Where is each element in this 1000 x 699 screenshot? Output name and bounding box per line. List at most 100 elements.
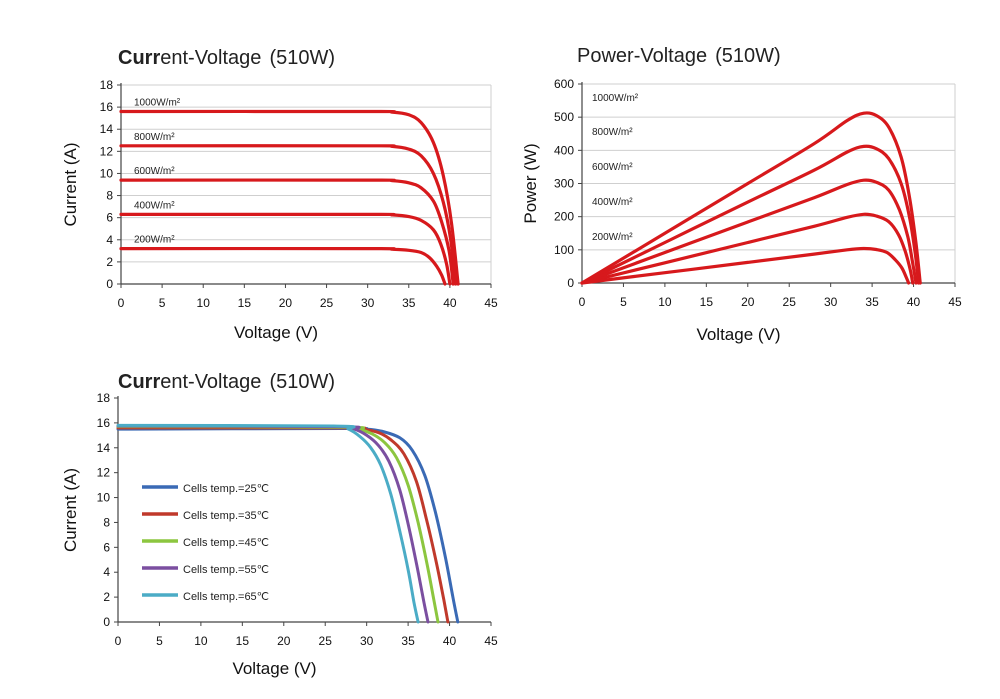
y-tick-label: 18 (100, 78, 114, 92)
x-tick-label: 35 (401, 634, 415, 648)
y-tick-label: 300 (554, 177, 574, 191)
y-axis-label: Current (A) (61, 468, 80, 552)
y-tick-label: 6 (106, 211, 113, 225)
series-line (119, 109, 460, 286)
legend-label: Cells temp.=65℃ (183, 591, 269, 603)
iv-irradiance-svg: Current-Voltage (510W) 0 2 4 6 8 10 12 14 16 18 0 5 10… (61, 47, 498, 342)
legend-label: Cells temp.=55℃ (183, 564, 269, 576)
series-label: 1000W/m² (592, 93, 639, 104)
y-tick-label: 14 (100, 122, 114, 136)
y-axis-label: Power (W) (521, 143, 540, 223)
y-tick-label: 500 (554, 110, 574, 124)
series-label: 600W/m² (592, 162, 633, 173)
x-tick-label: 10 (658, 295, 672, 309)
y-tick-label: 16 (100, 100, 114, 114)
series-label: 800W/m² (592, 127, 633, 138)
y-tick-label: 6 (103, 540, 110, 554)
x-tick-label: 40 (907, 295, 921, 309)
series-label: 400W/m² (134, 200, 175, 211)
x-tick-label: 20 (277, 634, 291, 648)
y-tick-label: 0 (103, 615, 110, 629)
pv-irradiance-svg: Power-Voltage (510W) 0 100 200 300 400 500 600 0 5… (521, 45, 962, 344)
x-tick-label: 15 (700, 295, 714, 309)
legend-label: Cells temp.=45℃ (183, 537, 269, 549)
series-line (580, 111, 922, 285)
x-tick-label: 40 (443, 296, 457, 310)
x-axis-label: Voltage (V) (696, 325, 780, 344)
series-label: 1000W/m² (134, 98, 181, 109)
series-line (119, 178, 455, 286)
y-tick-label: 200 (554, 210, 574, 224)
chart-title: Power-Voltage (510W) (577, 45, 781, 67)
y-tick-label: 600 (554, 77, 574, 91)
y-tick-label: 10 (97, 491, 111, 505)
x-tick-label: 0 (115, 634, 122, 648)
series-line (119, 144, 458, 286)
chart-title: Current-Voltage (510W) (118, 47, 335, 69)
series-label: 400W/m² (592, 197, 633, 208)
series-label: 200W/m² (134, 235, 175, 246)
chart-title: Current-Voltage (510W) (118, 371, 335, 393)
series-line (116, 424, 430, 624)
y-tick-label: 400 (554, 143, 574, 157)
y-axis-label: Current (A) (61, 142, 80, 226)
y-tick-label: 4 (103, 565, 110, 579)
y-tick-label: 14 (97, 441, 111, 455)
series-line (116, 425, 440, 624)
x-tick-label: 5 (159, 296, 166, 310)
y-tick-label: 16 (97, 416, 111, 430)
x-axis-label: Voltage (V) (232, 659, 316, 678)
y-tick-label: 12 (100, 144, 114, 158)
x-tick-label: 25 (319, 634, 333, 648)
x-tick-label: 45 (484, 296, 498, 310)
iv-irradiance-chart: Current-Voltage (510W) 0 2 4 6 8 10 12 14 16 18 0 5 10… (0, 0, 500, 350)
series-label: 600W/m² (134, 166, 175, 177)
y-tick-label: 12 (97, 466, 111, 480)
x-tick-label: 25 (320, 296, 334, 310)
x-tick-label: 35 (402, 296, 416, 310)
x-tick-label: 45 (948, 295, 962, 309)
x-tick-label: 20 (741, 295, 755, 309)
x-tick-label: 20 (279, 296, 293, 310)
series-line (580, 246, 911, 285)
x-tick-label: 25 (783, 295, 797, 309)
x-tick-label: 5 (156, 634, 163, 648)
y-tick-label: 18 (97, 391, 111, 405)
x-tick-label: 15 (236, 634, 250, 648)
x-tick-label: 10 (194, 634, 208, 648)
y-tick-label: 10 (100, 166, 114, 180)
x-tick-label: 5 (620, 295, 627, 309)
x-tick-label: 30 (361, 296, 375, 310)
series-line (119, 246, 447, 286)
x-tick-label: 15 (238, 296, 252, 310)
y-tick-label: 2 (106, 255, 113, 269)
series-line (116, 423, 420, 624)
y-tick-label: 8 (106, 189, 113, 203)
legend-label: Cells temp.=35℃ (183, 510, 269, 522)
x-tick-label: 10 (197, 296, 211, 310)
series-line (580, 212, 915, 285)
iv-temperature-svg: Current-Voltage (510W) 0 2 4 6 8 10 12 14 16 18 0 5 10… (61, 371, 498, 678)
y-tick-label: 2 (103, 590, 110, 604)
x-axis-label: Voltage (V) (234, 323, 318, 342)
x-tick-label: 0 (579, 295, 586, 309)
x-tick-label: 30 (824, 295, 838, 309)
y-tick-label: 8 (103, 515, 110, 529)
y-tick-label: 0 (106, 277, 113, 291)
x-tick-label: 30 (360, 634, 374, 648)
x-tick-label: 35 (865, 295, 879, 309)
pv-irradiance-chart: Power-Voltage (510W) 0 100 200 300 400 500 600 0 5… (500, 0, 1000, 350)
y-tick-label: 0 (567, 276, 574, 290)
x-tick-label: 40 (443, 634, 457, 648)
x-tick-label: 0 (118, 296, 125, 310)
legend-label: Cells temp.=25℃ (183, 483, 269, 495)
y-tick-label: 100 (554, 243, 574, 257)
iv-temperature-chart: Current-Voltage (510W) 0 2 4 6 8 10 12 14 16 18 0 5 10… (0, 350, 500, 699)
series-line (580, 144, 921, 285)
series-label: 800W/m² (134, 132, 175, 143)
series-label: 200W/m² (592, 232, 633, 243)
series-line (580, 178, 918, 285)
x-tick-label: 45 (484, 634, 498, 648)
y-tick-label: 4 (106, 233, 113, 247)
series-line (119, 212, 452, 286)
